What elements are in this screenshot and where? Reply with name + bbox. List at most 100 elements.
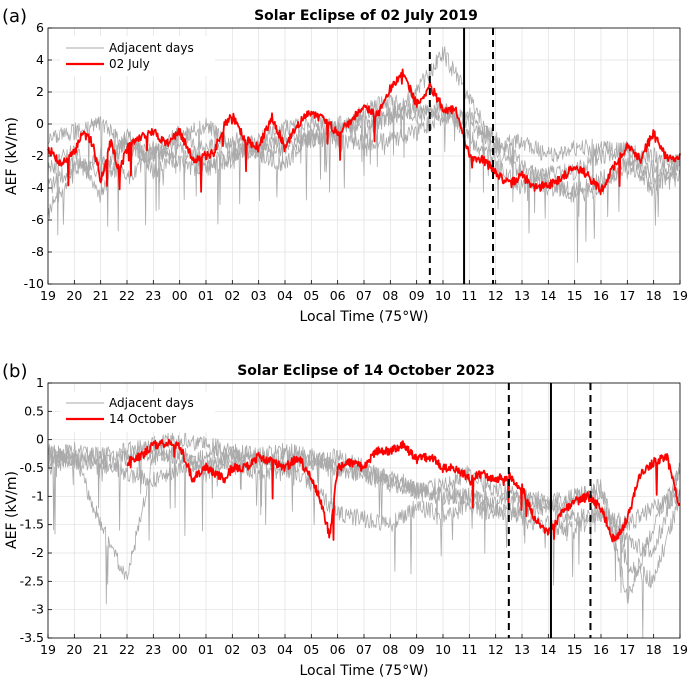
- x-tick-label-b: 03: [251, 642, 267, 657]
- x-tick-label-a: 17: [619, 288, 635, 303]
- x-tick-label-b: 11: [461, 642, 477, 657]
- x-tick-label-a: 06: [330, 288, 346, 303]
- y-tick-label-b: -2.5: [20, 573, 44, 588]
- y-tick-labels-a: -10 -8 -6 -4 -2 0 2 4 6: [24, 20, 52, 291]
- y-axis-label-a: AEF (kV/m): [4, 117, 20, 195]
- legend-b: Adjacent days 14 October: [60, 392, 215, 432]
- x-tick-label-b: 18: [646, 642, 662, 657]
- y-tick-labels-b: -3.5 -3 -2.5 -2 -1.5 -1 -0.5 0 0.5 1: [20, 375, 52, 645]
- x-axis-label-a: Local Time (75°W): [299, 309, 428, 325]
- y-tick-label-b: -2: [32, 545, 44, 560]
- legend-entry-event-a: 02 July: [109, 57, 150, 71]
- legend-a: Adjacent days 02 July: [60, 36, 215, 76]
- event-series-b: [126, 438, 681, 543]
- x-tick-label-b: 01: [198, 642, 214, 657]
- y-tick-label-a: -4: [32, 180, 45, 195]
- x-tick-label-a: 21: [93, 288, 109, 303]
- chart-panel-a: (a) Solar Eclipse of 02 July 2019 -10-8-…: [2, 6, 688, 325]
- y-tick-label-b: 0: [36, 432, 44, 447]
- x-tick-label-a: 18: [646, 288, 662, 303]
- panel-label-a: (a): [2, 6, 27, 27]
- x-axis-label-b: Local Time (75°W): [299, 663, 428, 679]
- legend-box-a: [60, 36, 215, 76]
- y-tick-label-a: -8: [32, 244, 45, 259]
- x-tick-label-a: 14: [540, 288, 556, 303]
- x-tick-labels-b: 19 20 21 22 23 00 01 02 03 04 05 06 07 08 09 10 11 12 13 14…: [40, 634, 688, 657]
- chart-title-a: Solar Eclipse of 02 July 2019: [254, 8, 478, 24]
- x-tick-label-a: 10: [435, 288, 451, 303]
- adjacent-day-line-b: [47, 432, 681, 602]
- legend-entry-adjacent-b: Adjacent days: [109, 396, 194, 410]
- adjacent-day-line-a: [47, 106, 681, 264]
- y-tick-label-a: 2: [36, 84, 44, 99]
- y-tick-label-a: -2: [32, 148, 44, 163]
- x-tick-label-b: 12: [488, 642, 504, 657]
- y-tick-label-a: 4: [36, 52, 44, 67]
- event-series-a: [47, 68, 681, 196]
- x-tick-label-b: 09: [409, 642, 425, 657]
- x-tick-label-a: 22: [119, 288, 135, 303]
- x-tick-label-a: 19: [672, 288, 688, 303]
- x-tick-label-a: 08: [382, 288, 398, 303]
- x-tick-label-a: 01: [198, 288, 214, 303]
- x-tick-label-b: 08: [382, 642, 398, 657]
- adjacent-day-line-b: [47, 442, 681, 639]
- x-tick-label-b: 21: [93, 642, 109, 657]
- y-tick-label-a: -6: [32, 212, 45, 227]
- y-tick-label-b: -3: [32, 602, 44, 617]
- y-tick-label-a: 0: [36, 116, 44, 131]
- x-tick-label-b: 04: [277, 642, 293, 657]
- x-tick-label-a: 03: [251, 288, 267, 303]
- y-tick-label-b: 0.5: [24, 403, 44, 418]
- x-tick-label-b: 07: [356, 642, 372, 657]
- legend-entry-adjacent-a: Adjacent days: [109, 41, 194, 55]
- y-tick-label-a: 6: [36, 20, 44, 35]
- x-tick-label-b: 00: [172, 642, 188, 657]
- x-tick-labels-a: 19 20 21 22 23 00 01 02 03 04 05 06 07 08 09 10 11 12 13 14…: [40, 280, 688, 303]
- y-tick-label-a: -10: [24, 276, 44, 291]
- y-tick-label-b: 1: [36, 375, 44, 390]
- x-tick-label-b: 14: [540, 642, 556, 657]
- x-tick-label-a: 00: [172, 288, 188, 303]
- x-tick-label-b: 10: [435, 642, 451, 657]
- x-tick-label-b: 16: [593, 642, 609, 657]
- x-tick-label-b: 22: [119, 642, 135, 657]
- x-tick-label-a: 05: [303, 288, 319, 303]
- x-tick-label-a: 15: [567, 288, 583, 303]
- y-tick-label-b: -0.5: [20, 460, 44, 475]
- legend-box-b: [60, 392, 215, 432]
- x-tick-label-b: 20: [66, 642, 82, 657]
- y-tick-label-b: -1: [32, 488, 44, 503]
- x-tick-label-b: 15: [567, 642, 583, 657]
- x-tick-label-a: 20: [66, 288, 82, 303]
- x-tick-label-b: 19: [40, 642, 56, 657]
- y-tick-label-b: -1.5: [20, 517, 44, 532]
- x-tick-label-a: 09: [409, 288, 425, 303]
- event-line-a: [47, 68, 681, 196]
- eclipse-markers-a: [428, 28, 495, 284]
- x-tick-label-a: 07: [356, 288, 372, 303]
- eclipse-markers-b: [507, 383, 592, 638]
- x-tick-label-b: 17: [619, 642, 635, 657]
- panel-label-b: (b): [2, 361, 27, 382]
- x-tick-label-a: 11: [461, 288, 477, 303]
- x-tick-label-a: 23: [145, 288, 161, 303]
- x-tick-label-b: 02: [224, 642, 240, 657]
- chart-title-b: Solar Eclipse of 14 October 2023: [237, 363, 495, 379]
- x-tick-label-b: 19: [672, 642, 688, 657]
- chart-panel-b: (b) Solar Eclipse of 14 October 2023 -3.…: [2, 361, 688, 679]
- y-axis-label-b: AEF (kV/m): [4, 471, 20, 549]
- adjacent-days-series-a: [47, 46, 681, 264]
- x-tick-label-a: 04: [277, 288, 293, 303]
- y-tick-label-b: -3.5: [20, 630, 44, 645]
- x-tick-label-b: 13: [514, 642, 530, 657]
- adjacent-day-line-a: [47, 93, 681, 236]
- x-tick-label-b: 06: [330, 642, 346, 657]
- x-tick-label-b: 23: [145, 642, 161, 657]
- x-tick-label-a: 02: [224, 288, 240, 303]
- x-tick-label-a: 12: [488, 288, 504, 303]
- legend-entry-event-b: 14 October: [109, 412, 176, 426]
- x-tick-label-a: 13: [514, 288, 530, 303]
- x-tick-label-b: 05: [303, 642, 319, 657]
